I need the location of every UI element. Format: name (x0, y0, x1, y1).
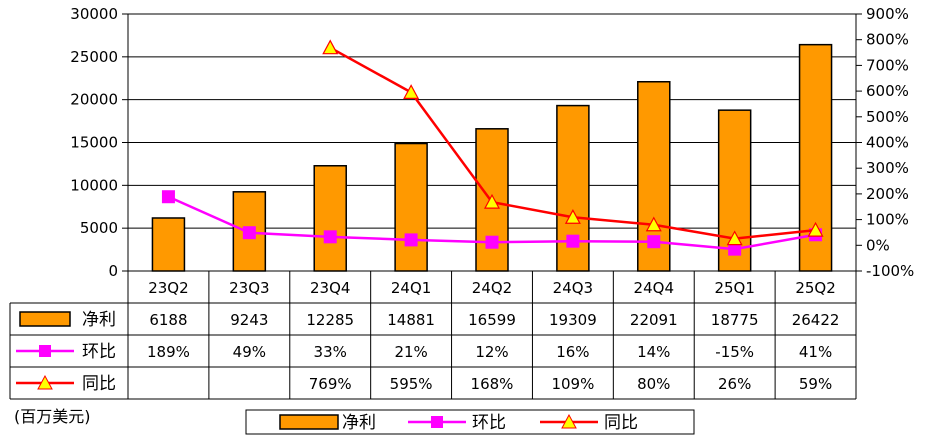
mom-value-23Q3: 49% (233, 343, 266, 361)
mom-value-24Q2: 12% (475, 343, 508, 361)
row-key-marker-mom (39, 345, 51, 357)
y-left-tick-6: 30000 (70, 5, 118, 23)
yoy-value-25Q1: 26% (718, 375, 751, 393)
yoy-point-24Q2 (483, 193, 501, 209)
mom-value-25Q1: -15% (715, 343, 754, 361)
y-right-tick-10: 900% (866, 5, 909, 23)
category-label-24Q4: 24Q4 (634, 279, 674, 297)
y-right-tick-9: 800% (866, 31, 909, 49)
y-right-tick-4: 300% (866, 159, 909, 177)
bar-24Q1 (394, 142, 428, 272)
y-right-tick-2: 100% (866, 211, 909, 229)
y-right-tick-1: 0% (866, 236, 890, 254)
netprofit-value-23Q4: 12285 (306, 311, 354, 329)
row-key-marker-yoy (37, 374, 53, 390)
netprofit-value-24Q3: 19309 (549, 311, 597, 329)
y-right-tick-5: 400% (866, 134, 909, 152)
mom-point-23Q3 (242, 226, 256, 240)
mom-point-24Q2 (485, 235, 499, 249)
row-label-yoy: 同比 (82, 374, 116, 394)
yoy-point-24Q4 (645, 216, 662, 232)
yoy-value-24Q4: 80% (637, 375, 670, 393)
mom-value-23Q4: 33% (314, 343, 347, 361)
bar-23Q4 (313, 165, 347, 272)
y-left-tick-4: 20000 (70, 91, 118, 109)
yoy-value-24Q2: 168% (471, 375, 514, 393)
mom-point-24Q4 (647, 235, 661, 249)
category-label-25Q2: 25Q2 (795, 279, 835, 297)
legend: 净利 环比 同比 (245, 409, 695, 435)
netprofit-value-25Q1: 18775 (711, 311, 759, 329)
unit-note: (百万美元) (14, 407, 91, 426)
yoy-value-24Q3: 109% (551, 375, 594, 393)
yoy-point-24Q1 (403, 84, 420, 99)
yoy-value-24Q1: 595% (390, 375, 433, 393)
mom-point-23Q2 (161, 190, 175, 204)
legend-label-yoy: 同比 (604, 413, 638, 433)
legend-key-mom-marker (431, 416, 443, 428)
mom-value-24Q4: 14% (637, 343, 670, 361)
y-left-tick-5: 25000 (70, 48, 118, 66)
legend-key-netprofit (279, 414, 339, 430)
row-label-mom: 环比 (82, 342, 116, 362)
mom-point-24Q1 (404, 233, 418, 247)
axes: 0 5000 10000 15000 20000 25000 30000 -100% 0% 100… (70, 5, 914, 280)
y-right-tick-3: 200% (866, 185, 909, 203)
yoy-point-23Q4 (322, 39, 339, 55)
yoy-point-25Q1 (726, 230, 743, 246)
row-key-netprofit (19, 311, 71, 327)
category-label-23Q2: 23Q2 (148, 279, 188, 297)
row-label-netprofit: 净利 (82, 310, 116, 330)
netprofit-value-23Q3: 9243 (230, 311, 268, 329)
category-label-25Q1: 25Q1 (714, 279, 754, 297)
legend-label-netprofit: 净利 (342, 413, 376, 433)
yoy-value-25Q2: 59% (799, 375, 832, 393)
mom-value-25Q2: 41% (799, 343, 832, 361)
netprofit-value-24Q2: 16599 (468, 311, 516, 329)
netprofit-value-23Q2: 6188 (149, 311, 187, 329)
mom-value-23Q2: 189% (147, 343, 190, 361)
mom-value-24Q1: 21% (394, 343, 427, 361)
y-left-tick-2: 10000 (70, 176, 118, 194)
series-lines (161, 39, 824, 256)
yoy-value-23Q4: 769% (309, 375, 352, 393)
category-label-24Q1: 24Q1 (391, 279, 431, 297)
legend-key-yoy-marker (561, 413, 577, 429)
data-table: 23Q2 23Q3 23Q4 24Q1 24Q2 24Q3 24Q4 25Q1 25Q2 净利 61… (9, 270, 857, 400)
category-label-23Q3: 23Q3 (229, 279, 269, 297)
legend-label-mom: 环比 (472, 413, 506, 433)
y-left-tick-0: 0 (108, 262, 118, 280)
y-right-tick-6: 500% (866, 108, 909, 126)
mom-value-24Q3: 16% (556, 343, 589, 361)
category-label-24Q3: 24Q3 (553, 279, 593, 297)
y-right-tick-7: 600% (866, 82, 909, 100)
netprofit-value-25Q2: 26422 (792, 311, 840, 329)
mom-point-24Q3 (566, 234, 580, 248)
yoy-point-25Q2 (807, 221, 824, 237)
y-left-tick-3: 15000 (70, 134, 118, 152)
y-right-tick-0: -100% (866, 262, 914, 280)
y-left-tick-1: 5000 (80, 219, 118, 237)
netprofit-value-24Q4: 22091 (630, 311, 678, 329)
netprofit-value-24Q1: 14881 (387, 311, 435, 329)
bar-23Q2 (151, 217, 186, 272)
category-label-24Q2: 24Q2 (472, 279, 512, 297)
yoy-point-24Q3 (564, 209, 581, 224)
category-label-23Q4: 23Q4 (310, 279, 350, 297)
y-right-tick-8: 700% (866, 56, 909, 74)
mom-point-23Q4 (323, 230, 337, 244)
